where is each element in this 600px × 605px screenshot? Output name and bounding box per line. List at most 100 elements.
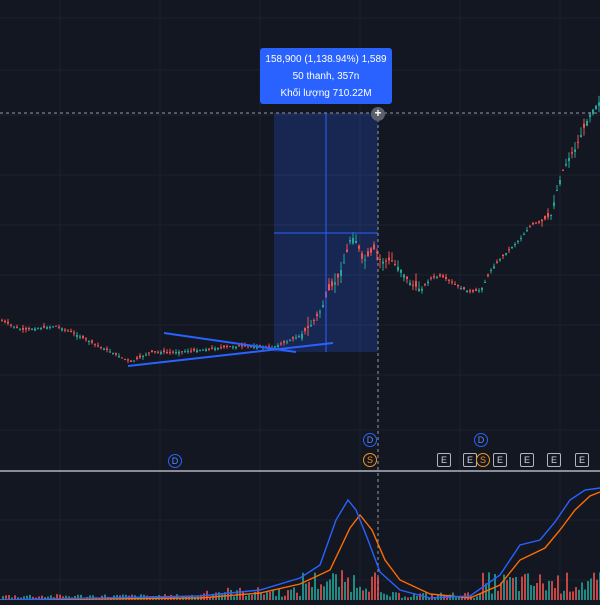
histogram-bar — [305, 583, 307, 600]
candle-body — [562, 169, 564, 171]
histogram-bar — [335, 574, 337, 600]
candle-body — [427, 281, 429, 284]
histogram-bar — [458, 597, 460, 600]
candle-body — [58, 326, 60, 328]
histogram-bar — [569, 591, 571, 600]
histogram-bar — [524, 574, 526, 600]
candle-body — [220, 347, 222, 349]
histogram-bar — [500, 582, 502, 600]
histogram-bar — [593, 572, 595, 600]
candle-body — [409, 282, 411, 286]
histogram-bar — [419, 593, 421, 600]
histogram-bar — [32, 596, 34, 600]
histogram-bar — [296, 592, 298, 600]
candle-body — [304, 327, 306, 331]
histogram-bar — [323, 586, 325, 600]
earnings-marker[interactable]: E — [463, 453, 477, 467]
candle-body — [433, 276, 435, 278]
histogram-bar — [203, 593, 205, 600]
split-marker[interactable]: S — [476, 453, 490, 467]
candle-body — [460, 288, 462, 290]
earnings-marker[interactable]: E — [493, 453, 507, 467]
histogram-bar — [11, 597, 13, 600]
dividend-marker[interactable]: D — [474, 433, 488, 447]
histogram-bar — [578, 589, 580, 600]
candle-body — [505, 253, 507, 255]
candle-body — [34, 328, 36, 331]
candle-body — [97, 345, 99, 347]
candle-body — [322, 305, 324, 307]
earnings-marker[interactable]: E — [547, 453, 561, 467]
candle-body — [112, 353, 114, 355]
candle-body — [523, 234, 525, 236]
trendline-lower[interactable] — [127, 342, 334, 367]
candle-body — [148, 352, 150, 354]
plus-circle-icon[interactable]: + — [371, 107, 385, 121]
candle-body — [229, 346, 231, 348]
candle-body — [160, 352, 162, 354]
candle-body — [19, 329, 21, 331]
candle-body — [508, 249, 510, 251]
dividend-marker[interactable]: D — [363, 433, 377, 447]
histogram-bar — [20, 597, 22, 600]
histogram-bar — [329, 579, 331, 600]
histogram-bar — [5, 595, 7, 600]
earnings-marker[interactable]: E — [575, 453, 589, 467]
candle-body — [544, 215, 546, 220]
candle-body — [232, 346, 234, 348]
histogram-bar — [344, 581, 346, 600]
candle-body — [526, 230, 528, 232]
candle-body — [118, 356, 120, 358]
histogram-bar — [455, 597, 457, 600]
candle-body — [37, 328, 39, 330]
histogram-bar — [545, 590, 547, 600]
histogram-bar — [47, 596, 49, 600]
histogram-bar — [503, 574, 505, 600]
candle-body — [85, 338, 87, 340]
histogram-bar — [338, 586, 340, 600]
candle-body — [343, 262, 345, 264]
histogram-bar — [254, 591, 256, 600]
histogram-bar — [260, 592, 262, 600]
candle-body — [1, 320, 3, 322]
histogram-bar — [512, 577, 514, 600]
candle-body — [463, 287, 465, 290]
candle-body — [166, 351, 168, 353]
candle-body — [214, 348, 216, 350]
candle-body — [520, 238, 522, 240]
candle-body — [292, 337, 294, 339]
candle-body — [121, 357, 123, 359]
candle-body — [142, 356, 144, 357]
candle-body — [478, 290, 480, 292]
dividend-marker[interactable]: D — [168, 454, 182, 468]
earnings-marker[interactable]: E — [437, 453, 451, 467]
candle-body — [52, 326, 54, 328]
split-marker[interactable]: S — [363, 453, 377, 467]
histogram-bar — [572, 591, 574, 600]
candle-body — [340, 270, 342, 276]
candle-body — [103, 348, 105, 351]
histogram-bar — [497, 590, 499, 600]
candle-body — [553, 202, 555, 206]
candle-body — [283, 341, 285, 343]
histogram-bar — [410, 596, 412, 600]
candle-body — [217, 347, 219, 350]
candle-body — [13, 326, 15, 328]
candle-body — [493, 266, 495, 269]
histogram-bar — [584, 589, 586, 600]
candle-body — [346, 249, 348, 252]
candle-body — [406, 276, 408, 279]
histogram-bar — [383, 593, 385, 600]
candle-body — [592, 109, 594, 114]
candle-body — [418, 288, 420, 292]
earnings-marker[interactable]: E — [520, 453, 534, 467]
histogram-bar — [239, 587, 241, 600]
candle-body — [301, 334, 303, 339]
histogram-bar — [290, 589, 292, 600]
histogram-bar — [548, 580, 550, 600]
candle-body — [208, 348, 210, 350]
candle-body — [178, 351, 180, 354]
